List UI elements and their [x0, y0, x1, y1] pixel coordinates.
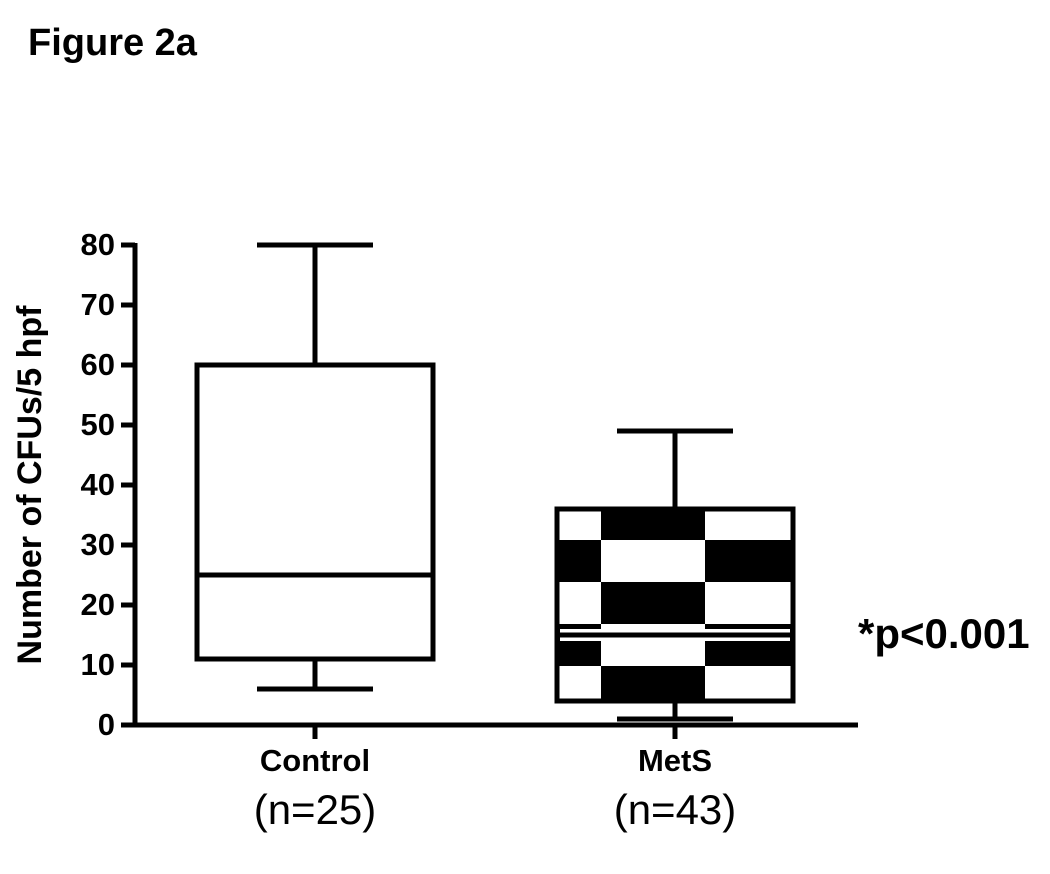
- box: [554, 506, 796, 704]
- chart-title: Figure 2a: [28, 22, 198, 64]
- x-tick-label: Control: [260, 743, 370, 778]
- annotation: *p<0.001: [858, 610, 1030, 657]
- y-tick-label: 40: [81, 467, 115, 502]
- box: [194, 362, 436, 662]
- y-tick-label: 30: [81, 527, 115, 562]
- y-tick-label: 50: [81, 407, 115, 442]
- category-note: (n=43): [614, 786, 737, 833]
- x-tick-label: MetS: [638, 743, 712, 778]
- y-tick-label: 20: [81, 587, 115, 622]
- y-tick-label: 0: [98, 707, 115, 742]
- y-tick-label: 10: [81, 647, 115, 682]
- y-tick-label: 60: [81, 347, 115, 382]
- y-axis-label: Number of CFUs/5 hpf: [11, 305, 49, 665]
- category-note: (n=25): [254, 786, 377, 833]
- y-tick-label: 70: [81, 287, 115, 322]
- y-tick-label: 80: [81, 227, 115, 262]
